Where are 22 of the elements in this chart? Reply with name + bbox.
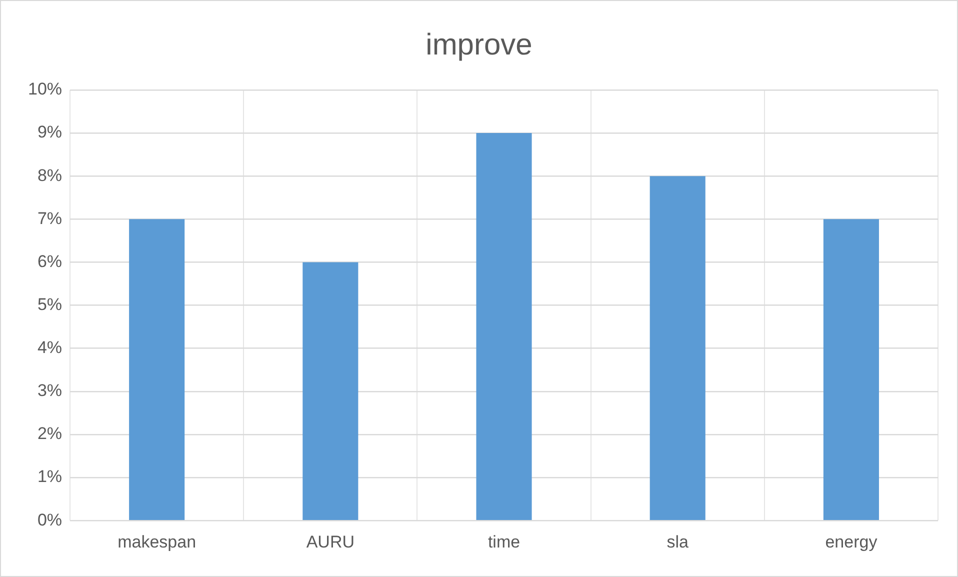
y-tick-label: 6% — [37, 252, 62, 271]
x-tick-label: sla — [666, 532, 690, 552]
x-tick-label: time — [488, 532, 520, 552]
y-tick-label: 9% — [37, 122, 62, 142]
x-tick-label: AURU — [306, 532, 355, 552]
bar — [476, 133, 532, 520]
bar — [650, 176, 706, 520]
y-tick-label: 7% — [37, 208, 62, 228]
y-tick-label: 5% — [37, 294, 62, 314]
bar — [823, 219, 879, 520]
y-tick-label: 0% — [37, 510, 62, 530]
bar — [129, 219, 185, 520]
y-tick-label: 10% — [28, 80, 62, 99]
y-tick-label: 4% — [37, 338, 62, 358]
x-tick-label: energy — [825, 532, 878, 552]
y-tick-label: 8% — [37, 166, 62, 185]
y-tick-label: 3% — [37, 381, 62, 400]
bar — [302, 262, 358, 520]
x-tick-label: makespan — [118, 532, 196, 552]
chart-title: improve — [426, 28, 532, 62]
y-tick-label: 1% — [37, 467, 62, 486]
y-tick-label: 2% — [37, 424, 62, 444]
